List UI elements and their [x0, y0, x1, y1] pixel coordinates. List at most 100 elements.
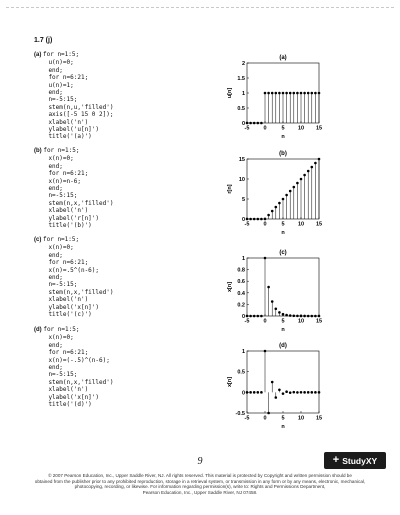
copyright-footer: © 2007 Pearson Education, Inc., Upper Sa… — [8, 473, 392, 495]
code-line: end; — [34, 185, 63, 193]
x-tick-label: -5 — [245, 222, 250, 228]
y-tick-label: 0 — [242, 217, 245, 223]
y-tick-label: 15 — [239, 157, 245, 163]
stem-marker — [296, 391, 299, 394]
code-line: stem(n,x,'filled') — [34, 378, 114, 386]
stem-marker — [288, 314, 292, 317]
x-axis-label: n — [281, 230, 285, 236]
stem-marker — [281, 91, 285, 95]
stem-marker — [256, 391, 260, 394]
stem-marker — [292, 91, 296, 95]
chart-title: (c) — [279, 250, 286, 256]
code-line: x(n)=n-6; — [34, 177, 81, 185]
code-line: ylabel('r[n]') — [34, 214, 100, 222]
stem-marker — [285, 390, 288, 393]
y-tick-label: 1.5 — [237, 76, 245, 82]
stem-marker — [263, 349, 267, 353]
code-line: n=-5:15; — [34, 281, 78, 289]
part-label: (c) — [34, 237, 43, 243]
y-axis-label: r[n] — [227, 184, 233, 193]
code-line: stem(n,u,'filled') — [34, 103, 114, 111]
stem-marker — [267, 213, 270, 217]
stem-marker — [274, 205, 278, 209]
stem-marker — [263, 256, 267, 260]
stem-marker — [299, 177, 303, 181]
stem-marker — [252, 391, 256, 394]
stem-marker — [278, 201, 281, 205]
code-line: (c) for n=1:5; — [34, 236, 80, 243]
x-tick-label: -5 — [245, 416, 250, 422]
stem-marker — [278, 388, 281, 392]
stem-marker — [245, 217, 249, 221]
stem-marker — [314, 314, 317, 318]
stem-marker — [296, 91, 299, 95]
stem-marker — [303, 391, 306, 394]
code-line: x(n)=0; — [34, 155, 74, 163]
stem-marker — [292, 314, 296, 318]
stem-marker — [285, 313, 288, 317]
code-line: stem(n,x,'filled') — [34, 199, 114, 207]
stem-marker — [249, 391, 252, 394]
stem-marker — [245, 121, 249, 125]
x-axis-label: n — [281, 424, 285, 430]
code-line: (a) for n=1:5; — [34, 51, 80, 58]
stem-marker — [285, 193, 288, 197]
stem-marker — [274, 91, 278, 95]
footer-line: Pearson Education, Inc., Upper Saddle Ri… — [142, 489, 258, 495]
code-line: ylabel('x[n]') — [34, 393, 100, 401]
stem-marker — [306, 91, 310, 95]
stem-marker — [303, 173, 306, 177]
stem-marker — [252, 314, 256, 318]
stem-marker — [245, 314, 249, 318]
stem-marker — [270, 380, 274, 384]
code-block-a: (a) for n=1:5; u(n)=0; end; for n=6:21; … — [34, 51, 113, 141]
plot-frame — [246, 257, 320, 317]
stem-marker — [245, 391, 249, 394]
x-axis-label: n — [281, 134, 285, 140]
stem-marker — [299, 390, 303, 394]
y-axis-label: x[n] — [227, 282, 233, 292]
y-tick-label: 1 — [242, 256, 245, 262]
code-line: end; — [34, 341, 63, 349]
page-number: 9 — [197, 456, 203, 467]
problem-heading: 1.7 (j) — [34, 37, 53, 44]
code-block-c: (c) for n=1:5; x(n)=0; end; for n=6:21; … — [34, 236, 113, 318]
stem-marker — [278, 91, 281, 95]
x-axis-label: n — [281, 327, 285, 333]
chart-title: (a) — [279, 55, 286, 61]
x-tick-label: 15 — [316, 126, 322, 132]
x-tick-label: 5 — [281, 416, 284, 422]
stem-marker — [314, 91, 317, 95]
code-line: end; — [34, 364, 63, 372]
code-line: x(n)=0; — [34, 244, 74, 252]
studyxy-badge[interactable]: + StudyXY — [324, 452, 386, 469]
stem-marker — [314, 161, 317, 165]
part-label: (a) — [34, 52, 43, 58]
code-line: xlabel('n') — [34, 296, 89, 304]
stem-marker — [303, 314, 306, 318]
y-tick-label: 1 — [242, 349, 245, 355]
y-tick-label: -0.5 — [236, 411, 245, 417]
code-block-d: (d) for n=1:5; x(n)=0; end; for n=6:21; … — [34, 326, 113, 408]
stem-marker — [317, 91, 321, 95]
code-line: xlabel('n') — [34, 207, 89, 215]
y-tick-label: 10 — [239, 177, 245, 183]
code-line: title('(c)') — [34, 311, 92, 319]
stem-marker — [288, 189, 292, 193]
stem-marker — [310, 391, 314, 394]
code-line: for n=6:21; — [34, 349, 89, 357]
code-line: title('(d)') — [34, 401, 92, 409]
stem-marker — [306, 314, 310, 318]
stem-marker — [270, 209, 274, 213]
part-label: (b) — [34, 148, 44, 154]
stem-marker — [317, 157, 321, 161]
x-tick-label: 10 — [298, 319, 304, 325]
stem-marker — [317, 314, 321, 318]
stem-marker — [299, 314, 303, 318]
stem-marker — [263, 91, 267, 95]
y-tick-label: 0.6 — [237, 279, 245, 285]
stem-marker — [310, 314, 314, 318]
code-line: title('(a)') — [34, 133, 92, 141]
stem-marker — [281, 392, 285, 395]
